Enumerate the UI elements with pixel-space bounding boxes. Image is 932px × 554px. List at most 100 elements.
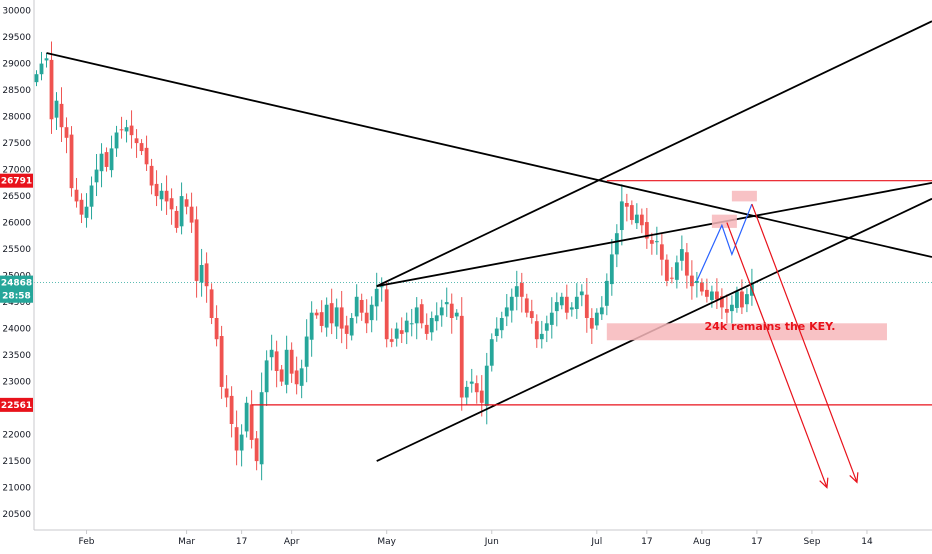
candle-body[interactable] bbox=[339, 307, 344, 329]
candle-body[interactable] bbox=[494, 328, 499, 337]
candle-body[interactable] bbox=[269, 349, 274, 358]
candle-body[interactable] bbox=[389, 339, 394, 342]
candle-body[interactable] bbox=[404, 320, 409, 333]
candle-body[interactable] bbox=[154, 183, 159, 197]
candle-body[interactable] bbox=[479, 390, 484, 403]
candle-body[interactable] bbox=[199, 265, 204, 283]
candle-body[interactable] bbox=[684, 252, 689, 276]
candle-body[interactable] bbox=[39, 63, 44, 75]
candle-body[interactable] bbox=[334, 307, 339, 327]
candle-body[interactable] bbox=[44, 58, 49, 61]
candle-body[interactable] bbox=[499, 318, 504, 331]
candle-body[interactable] bbox=[319, 312, 324, 326]
candle-body[interactable] bbox=[659, 244, 664, 260]
downside-arrow-line[interactable] bbox=[751, 203, 858, 483]
candle-body[interactable] bbox=[59, 103, 64, 128]
candle-body[interactable] bbox=[574, 296, 579, 309]
candle-body[interactable] bbox=[359, 299, 364, 313]
candle-body[interactable] bbox=[664, 259, 669, 281]
candle-body[interactable] bbox=[114, 132, 119, 149]
candle-body[interactable] bbox=[524, 298, 529, 313]
candle-body[interactable] bbox=[49, 59, 54, 120]
candle-body[interactable] bbox=[554, 302, 559, 312]
candle-body[interactable] bbox=[64, 127, 69, 138]
candle-body[interactable] bbox=[549, 312, 554, 325]
candle-body[interactable] bbox=[349, 318, 354, 336]
candle-body[interactable] bbox=[569, 307, 574, 310]
candle-body[interactable] bbox=[204, 263, 209, 287]
candle-body[interactable] bbox=[724, 308, 729, 313]
candle-body[interactable] bbox=[364, 312, 369, 324]
candle-body[interactable] bbox=[369, 304, 374, 321]
candle-body[interactable] bbox=[134, 138, 139, 144]
time-axis[interactable]: Feb Mar 17 Apr May Jun Jul 17 Aug 17 Sep 14 bbox=[79, 530, 873, 547]
candle-body[interactable] bbox=[259, 392, 264, 465]
candle-body[interactable] bbox=[314, 312, 319, 316]
candle-body[interactable] bbox=[119, 129, 124, 131]
target-zone-2[interactable] bbox=[731, 190, 757, 202]
candle-body[interactable] bbox=[149, 165, 154, 186]
candle-body[interactable] bbox=[179, 196, 184, 227]
candle-body[interactable] bbox=[739, 291, 744, 308]
candle-body[interactable] bbox=[519, 283, 524, 297]
candle-body[interactable] bbox=[704, 289, 709, 297]
candle-body[interactable] bbox=[419, 304, 424, 324]
candle-body[interactable] bbox=[714, 291, 719, 300]
candle-body[interactable] bbox=[254, 438, 259, 462]
candle-body[interactable] bbox=[489, 339, 494, 366]
candle-body[interactable] bbox=[629, 205, 634, 220]
candle-body[interactable] bbox=[634, 214, 639, 224]
candle-body[interactable] bbox=[539, 333, 544, 340]
candle-body[interactable] bbox=[484, 365, 489, 406]
candle-body[interactable] bbox=[644, 222, 649, 239]
candle-body[interactable] bbox=[614, 233, 619, 255]
candle-body[interactable] bbox=[559, 296, 564, 306]
candle-body[interactable] bbox=[289, 349, 294, 374]
candle-body[interactable] bbox=[94, 169, 99, 183]
candle-body[interactable] bbox=[34, 74, 39, 83]
candle-body[interactable] bbox=[379, 286, 384, 288]
candle-body[interactable] bbox=[239, 434, 244, 451]
candle-body[interactable] bbox=[159, 190, 164, 200]
candle-body[interactable] bbox=[324, 304, 329, 328]
candle-body[interactable] bbox=[164, 190, 169, 202]
candle-body[interactable] bbox=[449, 303, 454, 318]
candle-body[interactable] bbox=[169, 198, 174, 210]
candle-body[interactable] bbox=[184, 199, 189, 207]
candle-body[interactable] bbox=[464, 386, 469, 398]
candle-body[interactable] bbox=[399, 330, 404, 334]
candle-body[interactable] bbox=[669, 277, 674, 279]
target-zone-1[interactable] bbox=[711, 214, 737, 228]
candle-body[interactable] bbox=[244, 402, 249, 432]
candle-body[interactable] bbox=[694, 280, 699, 284]
candle-body[interactable] bbox=[264, 360, 269, 393]
candle-body[interactable] bbox=[444, 302, 449, 305]
candle-body[interactable] bbox=[194, 219, 199, 281]
candle-body[interactable] bbox=[224, 388, 229, 398]
candle-body[interactable] bbox=[654, 241, 659, 243]
candle-body[interactable] bbox=[699, 282, 704, 292]
candle-body[interactable] bbox=[299, 368, 304, 386]
candle-body[interactable] bbox=[689, 275, 694, 287]
candle-body[interactable] bbox=[69, 134, 74, 189]
trend-line[interactable] bbox=[376, 20, 932, 288]
candle-body[interactable] bbox=[604, 280, 609, 306]
candle-body[interactable] bbox=[424, 324, 429, 334]
drawings-layer[interactable] bbox=[34, 20, 932, 489]
candle-body[interactable] bbox=[639, 214, 644, 226]
candle-body[interactable] bbox=[469, 381, 474, 384]
candle-body[interactable] bbox=[279, 369, 284, 382]
candle-body[interactable] bbox=[709, 291, 714, 300]
candle-body[interactable] bbox=[459, 315, 464, 398]
candle-body[interactable] bbox=[409, 323, 414, 325]
candle-body[interactable] bbox=[294, 370, 299, 385]
candle-body[interactable] bbox=[509, 296, 514, 311]
candle-body[interactable] bbox=[529, 311, 534, 318]
candle-body[interactable] bbox=[344, 325, 349, 334]
candle-body[interactable] bbox=[124, 127, 129, 132]
candle-body[interactable] bbox=[174, 210, 179, 228]
candle-body[interactable] bbox=[329, 303, 334, 324]
price-axis[interactable]: 2050021000215002200022500230002350024000… bbox=[2, 7, 31, 521]
